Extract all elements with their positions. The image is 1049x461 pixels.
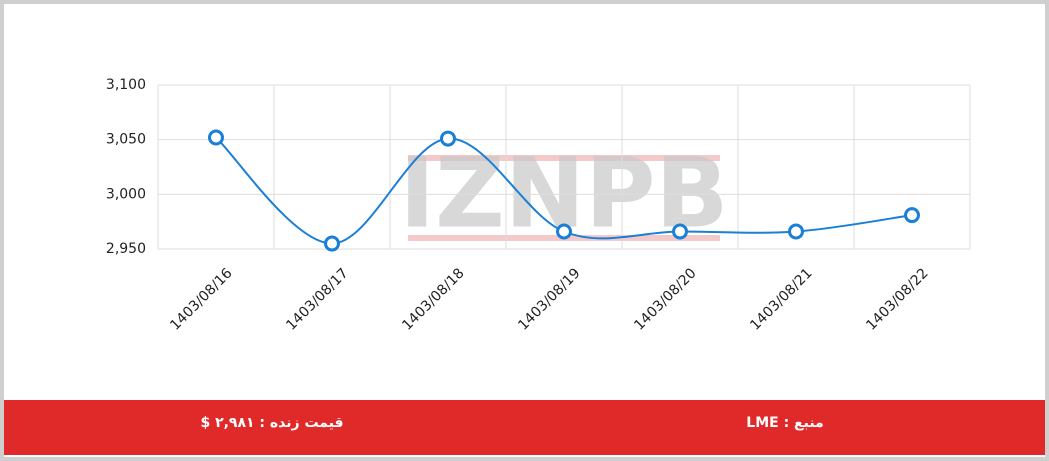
point bbox=[324, 235, 340, 252]
live-price: قیمت زنده : ۲,۹۸۱ $ bbox=[200, 415, 343, 431]
point bbox=[556, 223, 572, 240]
y-tick-label: 3,000 bbox=[106, 186, 146, 202]
point bbox=[904, 207, 920, 224]
point bbox=[672, 223, 688, 240]
watermark-stripe bbox=[408, 155, 720, 161]
source: منبع : LME bbox=[746, 415, 823, 431]
point bbox=[440, 130, 456, 147]
point bbox=[208, 129, 224, 146]
footer-bar bbox=[4, 400, 1045, 455]
y-tick-label: 3,100 bbox=[106, 77, 146, 93]
point bbox=[788, 223, 804, 240]
y-tick-label: 3,050 bbox=[106, 132, 146, 148]
y-tick-label: 2,950 bbox=[106, 241, 146, 257]
